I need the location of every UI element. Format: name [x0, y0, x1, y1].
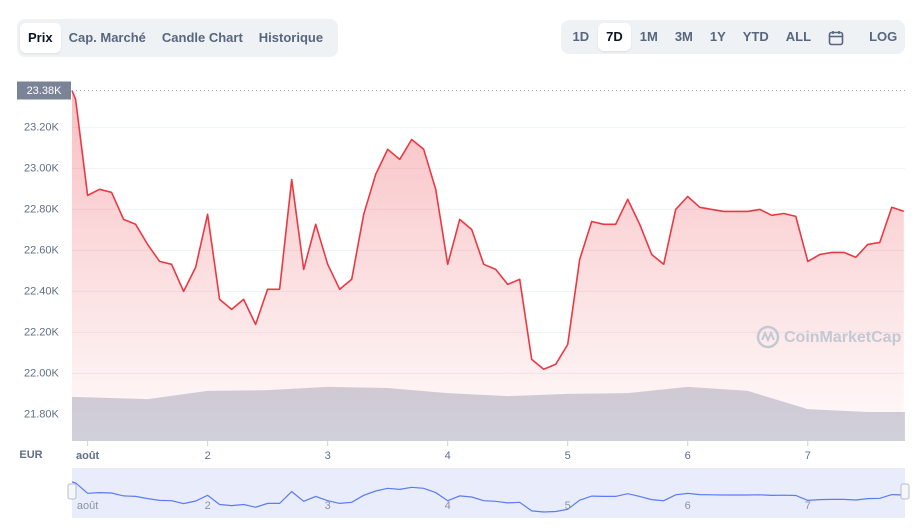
range-button[interactable]: ALL	[785, 29, 812, 44]
navigator-tick-label: 4	[445, 500, 451, 512]
navigator-tick-label: 3	[325, 500, 331, 512]
calendar-icon	[828, 30, 844, 45]
y-tick-label: 22.20K	[24, 326, 60, 338]
tab-button[interactable]: Prix	[20, 23, 61, 53]
price-area	[72, 90, 904, 441]
navigator-handle[interactable]	[67, 483, 77, 500]
x-tick-label: 3	[325, 450, 331, 462]
watermark: CoinMarketCap	[756, 325, 902, 349]
y-tick-label: 22.60K	[24, 244, 60, 256]
range-group: 1D 7D 1M 3M 1Y YTD ALL LOG	[561, 20, 905, 54]
y-tick-label: 22.80K	[24, 203, 60, 215]
range-button[interactable]: 1M	[639, 29, 658, 44]
tab-group: Prix Cap. Marché Candle Chart Historique	[17, 19, 338, 57]
navigator-bg	[72, 468, 905, 518]
range-button[interactable]: YTD	[742, 29, 769, 44]
range-button[interactable]: 3M	[674, 29, 693, 44]
tab-button[interactable]: Historique	[258, 30, 324, 45]
range-button[interactable]: 1D	[572, 29, 590, 44]
x-tick-label: 4	[445, 450, 451, 462]
price-marker-box	[17, 81, 71, 100]
x-tick-label: 5	[565, 450, 571, 462]
y-tick-label: 23.20K	[24, 121, 60, 133]
watermark-logo-mark	[761, 330, 775, 343]
price-marker-label: 23.38K	[27, 85, 63, 97]
currency-label: EUR	[19, 449, 42, 461]
x-tick-label: 7	[805, 450, 811, 462]
navigator-tick-label: 7	[805, 500, 811, 512]
y-tick-label: 22.00K	[24, 367, 60, 379]
tab-button[interactable]: Cap. Marché	[68, 30, 146, 45]
range-button[interactable]: 7D	[597, 23, 632, 51]
price-line	[71, 90, 905, 371]
y-tick-label: 23.00K	[24, 162, 60, 174]
x-tick-label: 6	[685, 450, 691, 462]
navigator-line	[71, 481, 904, 513]
watermark-logo	[756, 325, 780, 349]
navigator-tick-label: 5	[565, 500, 571, 512]
calendar-button[interactable]	[820, 23, 853, 51]
log-button[interactable]: LOG	[869, 29, 898, 44]
y-tick-label: 21.80K	[24, 408, 60, 420]
watermark-text: CoinMarketCap	[784, 329, 902, 346]
navigator-handle[interactable]	[900, 483, 910, 500]
x-tick-label: août	[76, 450, 100, 462]
navigator-tick-label: août	[77, 500, 98, 512]
tab-button[interactable]: Candle Chart	[161, 30, 243, 45]
navigator-tick-label: 6	[685, 500, 691, 512]
navigator-tick-label: 2	[205, 500, 211, 512]
x-tick-label: 2	[205, 450, 211, 462]
range-button[interactable]: 1Y	[709, 29, 726, 44]
y-tick-label: 22.40K	[24, 285, 60, 297]
